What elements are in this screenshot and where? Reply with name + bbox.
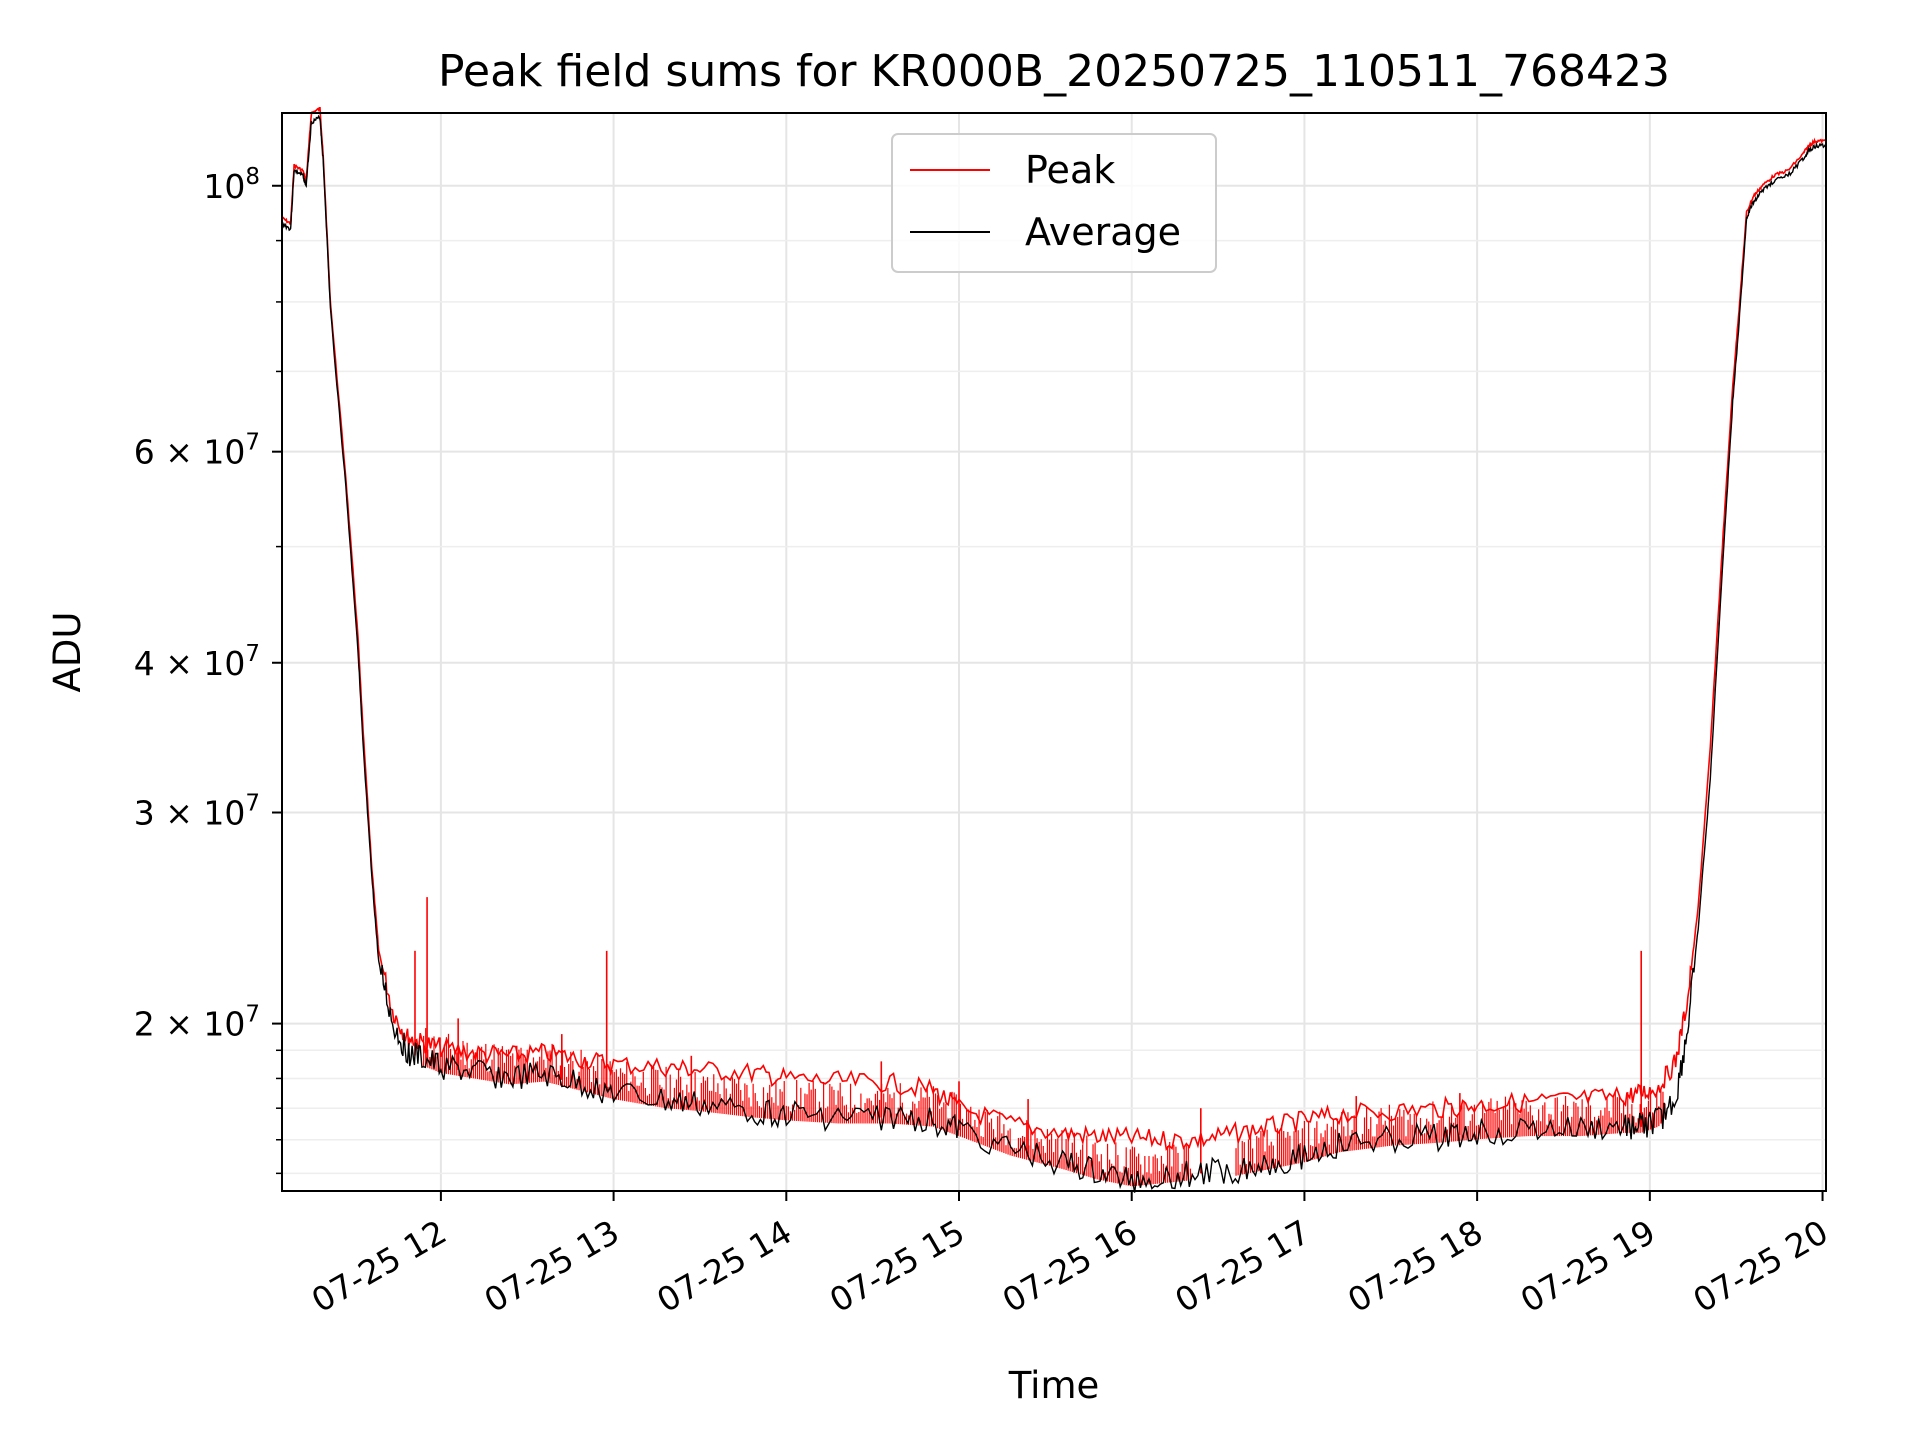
x-axis-label: Time <box>1008 1364 1100 1407</box>
legend-label-peak: Peak <box>1025 148 1115 192</box>
y-tick-label: 6 × 107 <box>134 430 260 472</box>
series-layer <box>281 107 1827 1193</box>
y-tick-label: 3 × 107 <box>134 791 260 833</box>
series-line-average <box>282 114 1827 1193</box>
legend-box <box>891 133 1217 273</box>
y-tick-label: 4 × 107 <box>134 641 260 683</box>
legend-label-average: Average <box>1025 210 1181 254</box>
ticks <box>272 184 1824 1201</box>
y-tick-label: 108 <box>203 164 260 206</box>
chart-title: Peak field sums for KR000B_20250725_1105… <box>438 46 1670 97</box>
y-axis-label: ADU <box>46 612 89 693</box>
plot-frame <box>281 112 1827 1192</box>
y-tick-label: 2 × 107 <box>134 1002 260 1044</box>
legend: Peak Average <box>891 133 1217 273</box>
